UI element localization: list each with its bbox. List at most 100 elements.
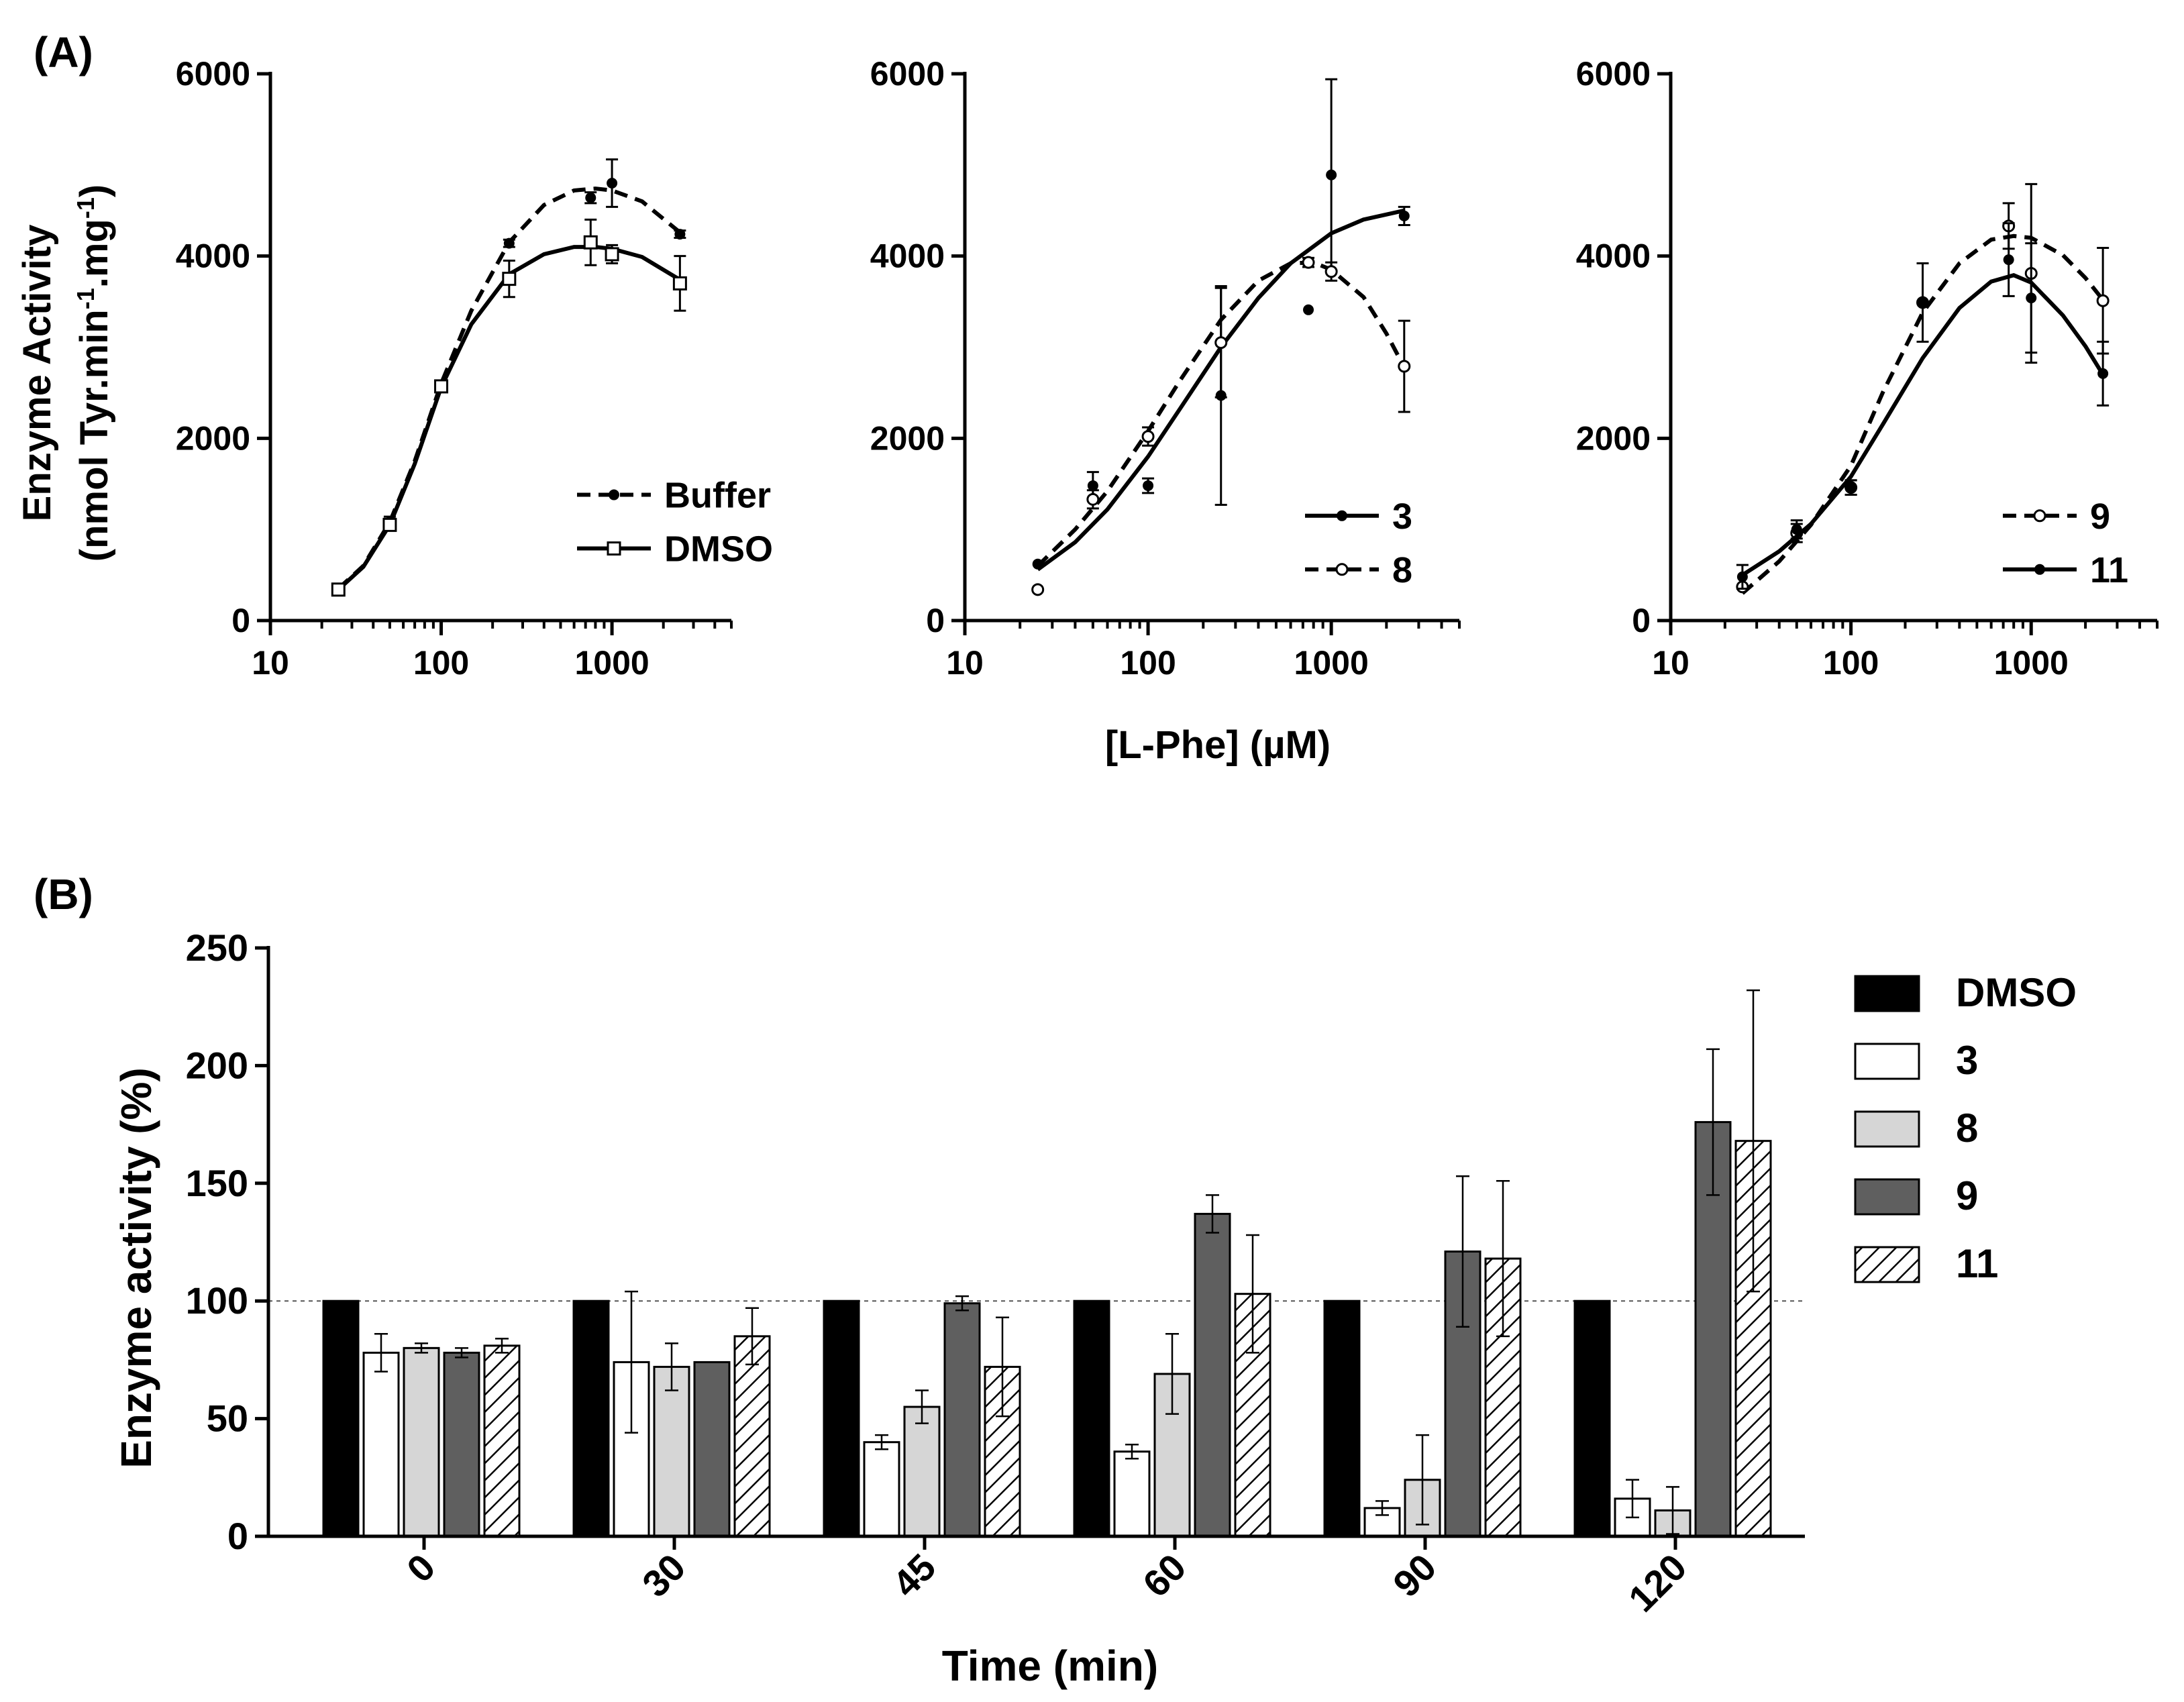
legend-marker (1337, 510, 1347, 521)
legend-marker (2034, 564, 2045, 575)
x-category-label: 0 (399, 1546, 444, 1591)
data-point (1791, 524, 1802, 535)
panel-a-label: (A) (34, 28, 93, 76)
y-tick-label: 2000 (1576, 419, 1651, 457)
bar-11-0 (483, 1344, 521, 1538)
legend-label: 8 (1956, 1106, 1978, 1151)
legend-label: 9 (1956, 1173, 1978, 1218)
legend-label: DMSO (664, 529, 773, 570)
data-point (331, 582, 346, 597)
data-point (605, 247, 619, 262)
bar-8-0 (403, 1346, 440, 1538)
panel-a-ylabel-line2: (nmol Tyr.min-1.mg-1) (72, 184, 117, 562)
data-point (1845, 482, 1857, 493)
bar-dmso-0 (322, 1299, 360, 1538)
data-point (674, 229, 686, 240)
x-tick-label: 1000 (1294, 644, 1369, 682)
bar-8-45 (903, 1405, 941, 1538)
data-point (434, 379, 449, 394)
data-point (503, 237, 515, 249)
data-point (1324, 265, 1338, 278)
data-point (607, 178, 618, 189)
legend-marker (2033, 509, 2046, 523)
label-part: .mg (72, 219, 116, 288)
panel-b-y-axis-title: Enzyme activity (%) (112, 1067, 160, 1469)
y-tick-label: 100 (186, 1279, 248, 1322)
panel-b-chart: 0 30 45 60 90 120 0 50 100 150 200 250 DMSO 3 8 9 11 (186, 926, 2077, 1620)
legend-label: 3 (1956, 1038, 1978, 1083)
y-tick-label: 0 (227, 1515, 248, 1557)
data-point (2003, 254, 2014, 266)
x-tick-label: 1000 (1994, 644, 2069, 682)
legend-label: DMSO (1956, 970, 2077, 1015)
bar-9-0 (443, 1351, 480, 1538)
data-point (1086, 492, 1100, 506)
bar-9-30 (693, 1361, 731, 1538)
bar-11-30 (733, 1335, 771, 1538)
y-tick-label: 200 (186, 1044, 248, 1086)
x-tick-label: 100 (413, 644, 469, 682)
bar-dmso-60 (1073, 1299, 1110, 1538)
x-tick-label: 100 (1823, 644, 1879, 682)
data-point (1031, 583, 1045, 596)
x-tick-label: 10 (946, 644, 984, 682)
y-tick-label: 0 (231, 602, 250, 639)
panel-a1-chart: 0 2000 4000 6000 10 100 1000 Buffer DMSO (176, 55, 773, 682)
legend-label: 9 (2090, 496, 2110, 537)
data-point (2097, 368, 2109, 379)
y-tick-label: 0 (926, 602, 945, 639)
x-category-label: 60 (1135, 1546, 1194, 1605)
legend-label: 11 (1956, 1241, 1998, 1286)
data-point (1141, 430, 1155, 443)
bar-9-60 (1194, 1212, 1231, 1538)
bar-dmso-45 (823, 1299, 860, 1538)
bar-9-45 (943, 1302, 981, 1538)
data-point (382, 517, 397, 532)
data-point (1302, 256, 1315, 269)
panel-a-y-axis-title: Enzyme Activity (15, 225, 59, 522)
panel-a-x-axis-title: [L-Phe] (µM) (1105, 723, 1331, 767)
legend-label: Buffer (664, 476, 771, 516)
data-point (1143, 480, 1154, 491)
data-point (2026, 292, 2037, 304)
fit-curve-11 (1741, 273, 2105, 577)
bar-8-30 (653, 1365, 690, 1538)
legend-marker (607, 541, 621, 556)
data-point (1326, 169, 1337, 180)
x-tick-label: 10 (252, 644, 289, 682)
y-tick-label: 4000 (176, 237, 250, 275)
label-part: (nmol Tyr.min (72, 309, 116, 562)
superscript: -1 (72, 288, 99, 309)
data-point (1214, 336, 1228, 350)
x-category-label: 45 (884, 1546, 944, 1605)
panel-a-ylabel-line1: Enzyme Activity (15, 225, 59, 522)
y-tick-label: 2000 (176, 419, 250, 457)
y-tick-label: 4000 (1576, 237, 1651, 275)
panel-a2-chart: 0 2000 4000 6000 10 100 1000 3 8 (870, 55, 1461, 682)
legend-swatch-9 (1854, 1178, 1920, 1216)
legend-swatch-11 (1854, 1246, 1920, 1283)
legend-label: 3 (1392, 496, 1412, 537)
y-tick-label: 6000 (176, 55, 250, 93)
y-tick-label: 6000 (870, 55, 945, 93)
x-category-label: 90 (1385, 1546, 1445, 1605)
x-tick-label: 1000 (574, 644, 649, 682)
panel-a3-chart: 0 2000 4000 6000 10 100 1000 9 11 (1576, 55, 2159, 682)
data-point (1736, 571, 1748, 582)
data-point (502, 272, 517, 286)
fit-curve-dmso (337, 245, 681, 592)
panel-b-x-axis-title: Time (min) (942, 1642, 1158, 1690)
data-point (672, 276, 687, 290)
fit-curve-8 (1036, 260, 1406, 568)
legend-label: 11 (2090, 550, 2128, 590)
bar-dmso-120 (1573, 1299, 1611, 1538)
data-point (585, 192, 596, 203)
y-tick-label: 150 (186, 1162, 248, 1204)
bar-3-0 (362, 1351, 400, 1538)
label-part: ) (72, 184, 116, 197)
data-point (1087, 480, 1098, 491)
bar-3-60 (1113, 1450, 1151, 1538)
panel-b-y-axis-title-group: Enzyme activity (%) (112, 1067, 160, 1469)
bar-dmso-30 (572, 1299, 610, 1538)
